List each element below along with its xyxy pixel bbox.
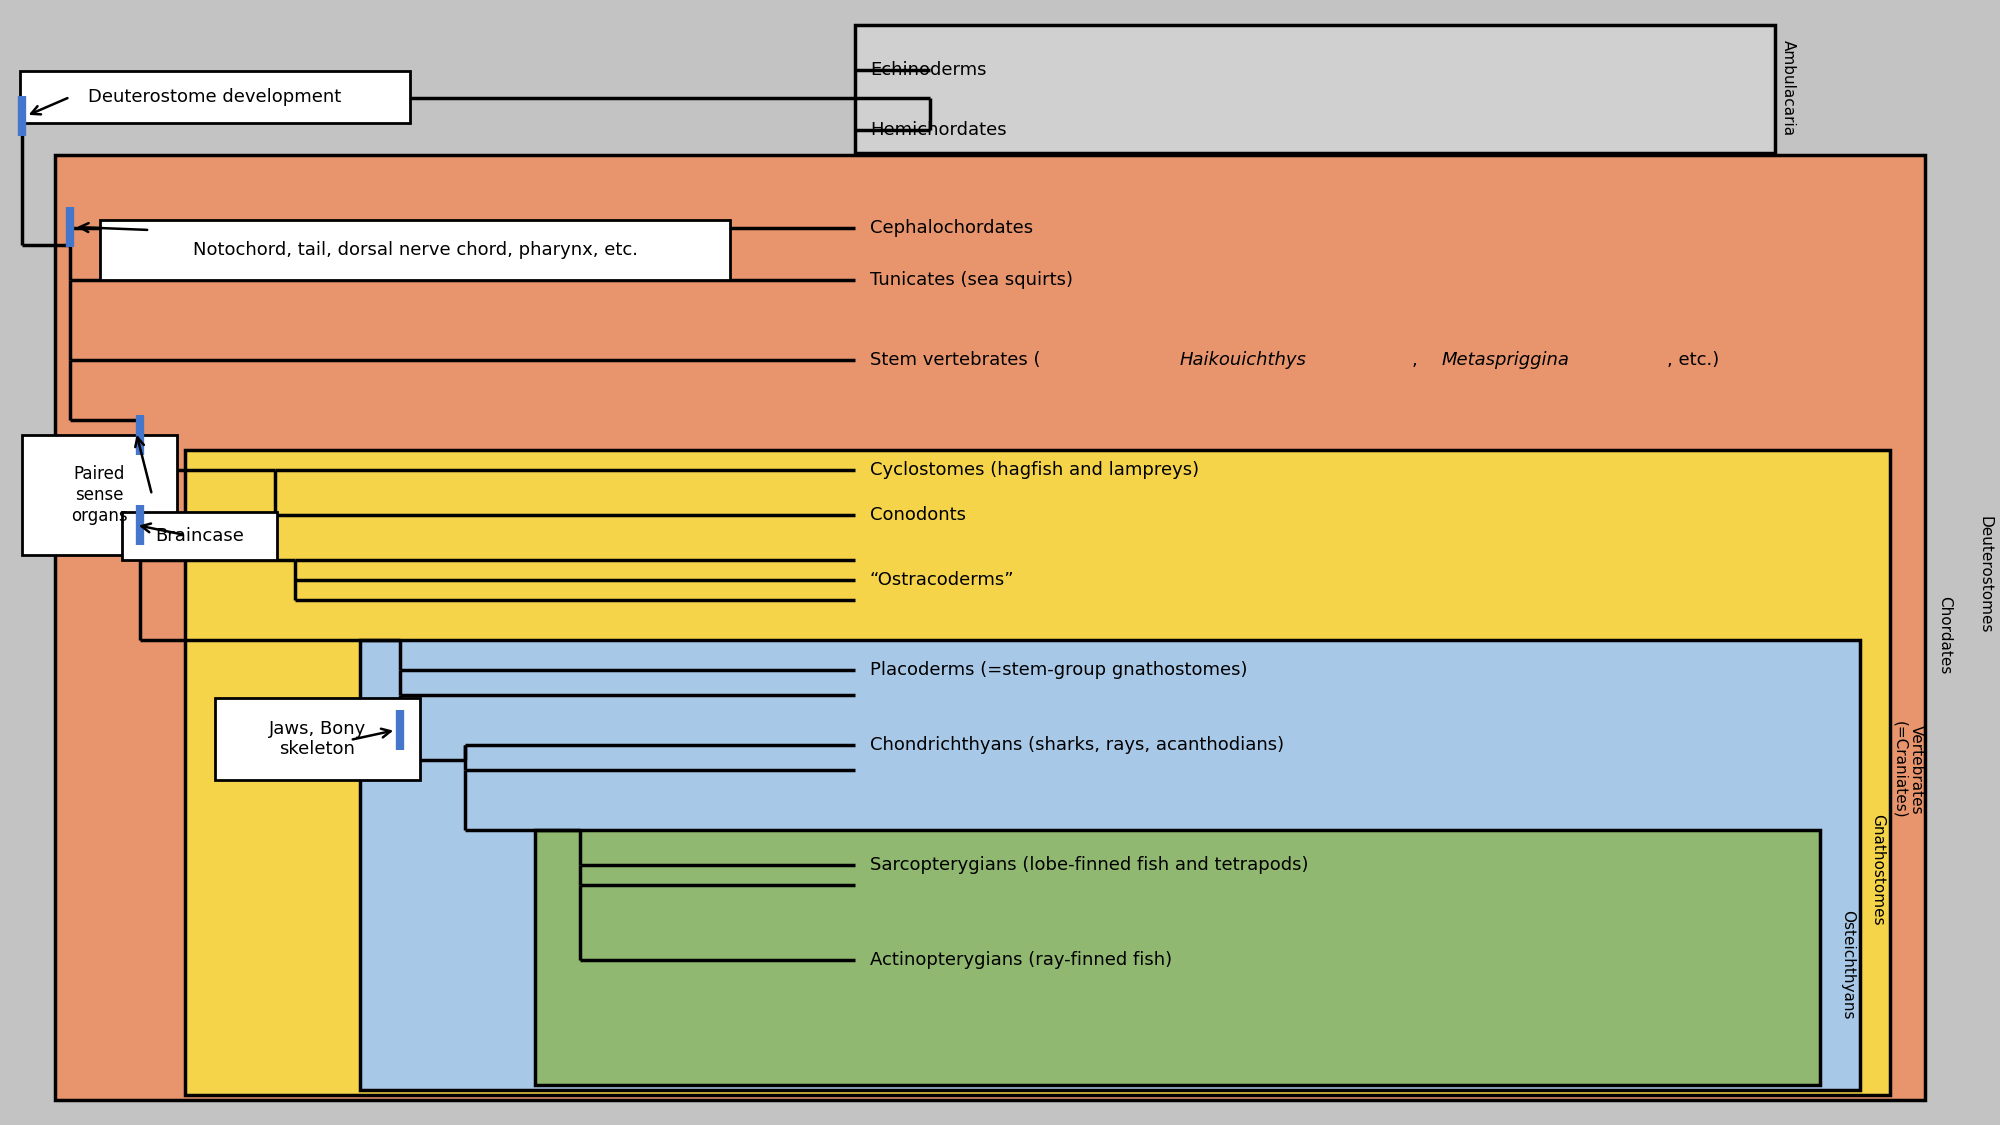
Text: Chondrichthyans (sharks, rays, acanthodians): Chondrichthyans (sharks, rays, acanthodi… [870,736,1284,754]
Bar [20,71,410,123]
Bar [122,512,276,560]
Bar [216,698,420,780]
Bar [536,830,1820,1084]
Text: Sarcopterygians (lobe-finned fish and tetrapods): Sarcopterygians (lobe-finned fish and te… [870,856,1308,874]
Text: “Ostracoderms”: “Ostracoderms” [870,572,1014,590]
Bar [100,220,730,280]
Text: Cephalochordates: Cephalochordates [870,219,1034,237]
Text: Osteichthyans: Osteichthyans [1840,910,1856,1019]
Text: Deuterostome development: Deuterostome development [88,88,342,106]
Text: Deuterostomes: Deuterostomes [1978,516,1992,633]
Text: Placoderms (=stem-group gnathostomes): Placoderms (=stem-group gnathostomes) [870,662,1248,680]
Text: Conodonts: Conodonts [870,506,966,524]
Text: , etc.): , etc.) [1666,351,1720,369]
Bar [22,435,176,555]
Text: Haikouichthys: Haikouichthys [1180,351,1306,369]
Text: Echinoderms: Echinoderms [870,61,986,79]
Bar [184,450,1890,1095]
Bar [56,155,1924,1100]
Text: ,: , [1412,351,1418,369]
Bar [856,25,1776,153]
Text: Paired
sense
organs: Paired sense organs [72,466,128,524]
Text: Stem vertebrates (: Stem vertebrates ( [870,351,1040,369]
Text: Notochord, tail, dorsal nerve chord, pharynx, etc.: Notochord, tail, dorsal nerve chord, pha… [192,241,638,259]
Text: Tunicates (sea squirts): Tunicates (sea squirts) [870,271,1072,289]
Text: Actinopterygians (ray-finned fish): Actinopterygians (ray-finned fish) [870,951,1172,969]
Text: Ambulacaria: Ambulacaria [1780,39,1796,136]
Text: Chordates: Chordates [1938,596,1952,674]
Bar [360,640,1860,1090]
Text: Metaspriggina: Metaspriggina [1442,351,1570,369]
Text: Braincase: Braincase [156,526,244,544]
Text: Jaws, Bony
skeleton: Jaws, Bony skeleton [268,720,366,758]
Text: Hemichordates: Hemichordates [870,122,1006,140]
Text: Vertebrates
(=Craniates): Vertebrates (=Craniates) [1892,721,1924,819]
Text: Gnathostomes: Gnathostomes [1870,814,1886,926]
Text: Cyclostomes (hagfish and lampreys): Cyclostomes (hagfish and lampreys) [870,461,1200,479]
